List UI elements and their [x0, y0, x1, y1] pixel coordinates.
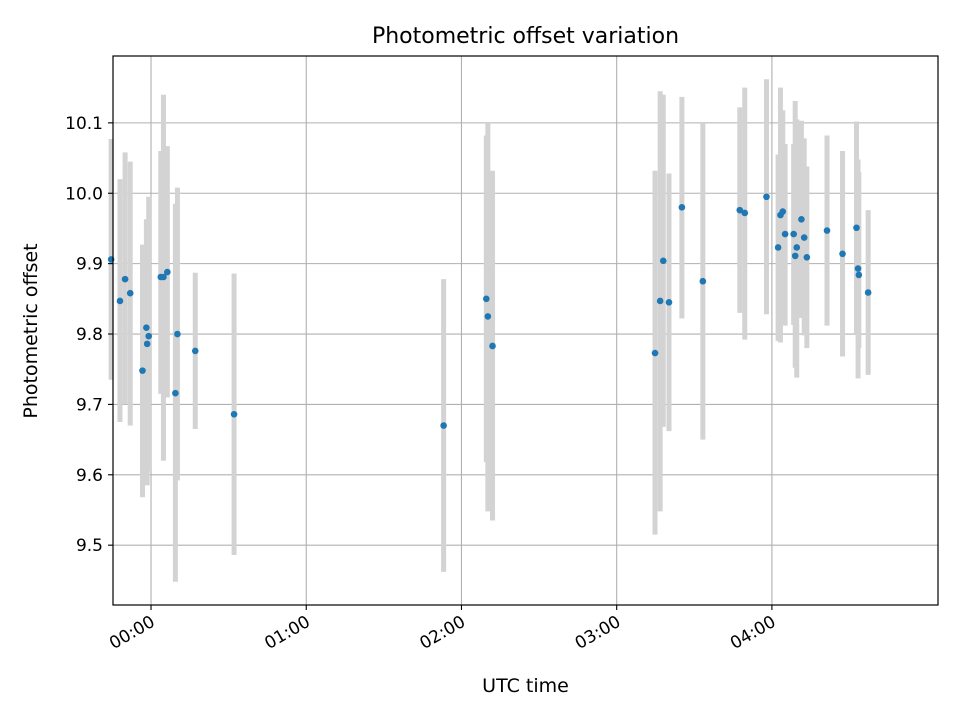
data-point — [800, 234, 808, 241]
data-point — [126, 289, 134, 297]
data-point — [763, 193, 770, 201]
y-tick-label: 9.6 — [76, 466, 103, 486]
data-point — [143, 340, 151, 348]
chart-title: Photometric offset variation — [372, 24, 679, 49]
data-point — [164, 268, 171, 276]
data-point — [779, 208, 787, 215]
x-tick-label: 04:00 — [727, 612, 779, 654]
data-point — [839, 250, 846, 258]
data-point — [864, 289, 872, 296]
x-tick-label: 03:00 — [572, 612, 624, 654]
data-point — [440, 422, 447, 429]
data-point — [230, 410, 238, 418]
y-tick-label: 9.9 — [76, 255, 103, 275]
tick-layer: 00:00 01:00 02:00 03:00 04:00 9.5 9.6 9.7 9.8 9.9… — [65, 114, 779, 654]
data-point — [665, 299, 673, 306]
data-point — [145, 332, 153, 340]
data-point — [651, 349, 659, 357]
data-point — [116, 297, 124, 305]
data-point — [489, 342, 496, 350]
data-point — [191, 347, 199, 355]
data-point — [855, 271, 863, 279]
x-tick-label: 01:00 — [261, 612, 313, 654]
data-point — [781, 230, 789, 238]
grid-layer — [113, 56, 938, 605]
plot-frame — [112, 55, 939, 606]
data-point — [656, 297, 664, 305]
x-tick-label: 02:00 — [417, 612, 469, 654]
data-point — [160, 273, 167, 281]
y-axis-label: Photometric offset — [20, 243, 42, 418]
y-tick-label: 9.7 — [76, 395, 103, 415]
data-point — [139, 367, 146, 374]
data-point — [699, 277, 707, 285]
data-point — [143, 324, 150, 331]
data-point — [174, 330, 181, 338]
data-point — [823, 227, 831, 234]
data-point — [484, 313, 492, 320]
y-tick-label: 10.1 — [65, 114, 103, 134]
y-tick-label: 9.5 — [76, 536, 103, 556]
point-layer — [107, 193, 872, 429]
data-point — [791, 252, 799, 260]
data-point — [736, 206, 744, 214]
data-point — [172, 389, 179, 397]
data-point — [741, 209, 749, 217]
data-point — [121, 275, 129, 283]
errorbar-layer — [108, 79, 871, 582]
data-point — [793, 244, 801, 251]
data-point — [678, 204, 686, 211]
data-point — [774, 244, 782, 251]
x-tick-label: 00:00 — [106, 612, 158, 654]
y-tick-label: 10.0 — [65, 184, 103, 204]
data-point — [803, 253, 811, 261]
y-tick-label: 9.8 — [76, 325, 103, 345]
data-point — [659, 257, 667, 265]
data-point — [854, 265, 862, 272]
data-point — [790, 230, 797, 238]
data-point — [483, 295, 490, 303]
x-axis-label: UTC time — [482, 675, 569, 697]
data-point — [853, 224, 860, 232]
data-point — [798, 215, 805, 223]
